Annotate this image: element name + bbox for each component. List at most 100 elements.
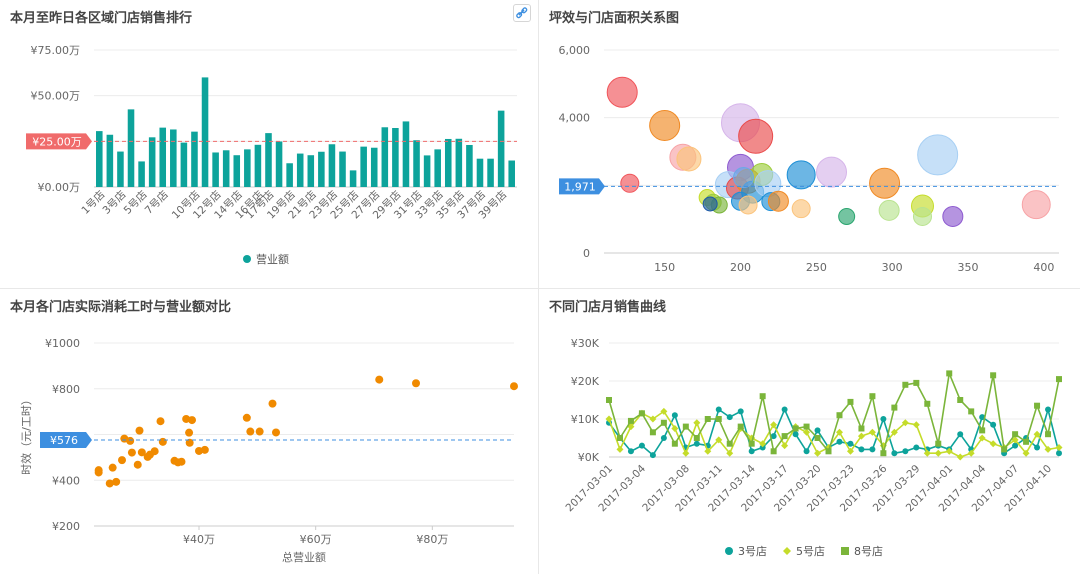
bar [212, 152, 219, 187]
bubble [917, 134, 959, 176]
series-point [989, 440, 997, 448]
bar [476, 158, 484, 187]
y-tick-label: 4,000 [559, 112, 591, 125]
scatter-point [133, 460, 142, 469]
scatter-point [177, 457, 186, 466]
bubble [786, 160, 816, 190]
bar [370, 147, 378, 187]
series-point [891, 404, 898, 411]
legend-label: 3号店 [738, 544, 767, 558]
hours-vs-sales-panel: 本月各门店实际消耗工时与营业额对比 ¥200 ¥400 ¥800 ¥1000 ¥40万 ¥… [0, 289, 538, 574]
bubble [733, 167, 755, 189]
link-button[interactable] [513, 4, 531, 22]
bar [360, 146, 367, 187]
series-point [1045, 431, 1052, 438]
reference-label-bg [26, 133, 92, 150]
scatter-point [510, 382, 518, 391]
bar [233, 155, 241, 187]
scatter-point [375, 375, 384, 384]
series-point [957, 431, 964, 438]
bar [106, 134, 114, 187]
bar [402, 121, 410, 187]
bar [222, 150, 230, 187]
line-chart: ¥0K¥10K¥20K¥30K2017-03-012017-03-042017-… [563, 337, 1063, 558]
series-point [726, 414, 733, 421]
bar [275, 141, 283, 187]
x-tick-label: 7号店 [142, 188, 171, 217]
series-point [1022, 449, 1030, 457]
series-point [1056, 376, 1062, 383]
series-point [693, 440, 700, 447]
series-point [1001, 446, 1008, 453]
scatter-point [118, 456, 126, 465]
bubble [702, 196, 718, 212]
series-point [957, 397, 964, 403]
series-point [660, 435, 667, 441]
series-point [868, 428, 876, 436]
x-axis-label: 总营业额 [282, 550, 326, 564]
series-point [935, 440, 942, 447]
series-point [748, 440, 755, 447]
series-point [693, 419, 701, 427]
bubble [738, 118, 774, 154]
legend-marker [243, 255, 251, 263]
bar [444, 138, 452, 187]
series-point [803, 423, 810, 430]
bar [434, 149, 441, 187]
bubble [942, 205, 964, 227]
series-point [1023, 438, 1030, 445]
series-point [967, 449, 975, 457]
bar [508, 160, 515, 187]
series-point [836, 438, 843, 445]
series-point [704, 447, 712, 455]
series-point [979, 427, 986, 434]
bubble [869, 167, 901, 199]
scatter-point [185, 438, 194, 447]
bar-chart: ¥0.00万¥50.00万¥75.00万¥25.00万1号店3号店5号店7号店1… [26, 44, 517, 266]
legend-marker [841, 547, 849, 555]
series-point [671, 425, 679, 432]
reference-line-label: ¥576 [40, 431, 92, 448]
series-point [1056, 450, 1062, 457]
legend-marker [725, 547, 733, 555]
series-point [693, 435, 700, 441]
series-point [682, 423, 689, 430]
series-point [715, 436, 723, 444]
series-point [945, 447, 953, 455]
link-icon [516, 7, 528, 19]
legend-label: 营业额 [256, 252, 289, 266]
series-point [912, 421, 920, 429]
series-point [726, 440, 733, 447]
series-point [858, 446, 865, 453]
series-point [1012, 431, 1019, 438]
series-point [1034, 444, 1041, 451]
series-point [924, 400, 931, 407]
bar [339, 151, 346, 187]
bar [244, 149, 251, 187]
series-point [814, 435, 821, 441]
bar [296, 153, 304, 187]
bar [318, 151, 325, 187]
series-point [847, 440, 854, 447]
x-tick-label: 350 [958, 261, 979, 274]
x-tick-label: 300 [882, 261, 903, 274]
series-point [759, 444, 766, 451]
series-point [857, 432, 865, 440]
series-point [901, 419, 909, 427]
bar [148, 137, 156, 187]
scatter-point [200, 445, 209, 454]
series-point [814, 427, 821, 434]
series-point [682, 449, 690, 457]
bubble [791, 199, 811, 219]
bubble [620, 173, 640, 193]
y-axis-label: 时效（元/工时） [19, 394, 33, 475]
bubble [838, 207, 856, 225]
series-point [781, 406, 788, 413]
series-point [726, 449, 734, 457]
bar [201, 77, 209, 187]
series-point [715, 416, 722, 422]
x-tick-label: 1号店 [79, 188, 108, 217]
series-point [770, 448, 777, 455]
bar [423, 155, 431, 187]
series-point [913, 379, 920, 386]
